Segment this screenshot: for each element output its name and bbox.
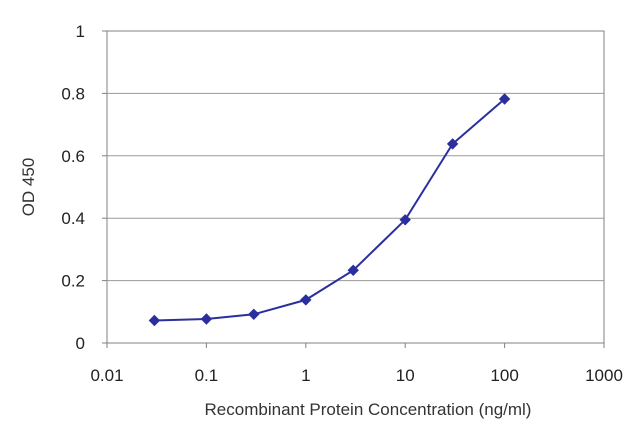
x-tick-label: 1000 bbox=[585, 366, 623, 385]
y-tick-label: 0.6 bbox=[61, 147, 85, 166]
y-tick-label: 0.8 bbox=[61, 84, 85, 103]
x-tick-label: 0.1 bbox=[195, 366, 219, 385]
data-point-marker bbox=[446, 138, 459, 150]
gridlines bbox=[107, 92, 604, 282]
plot-area bbox=[106, 30, 605, 344]
data-point-marker bbox=[148, 314, 161, 327]
data-point-marker bbox=[399, 214, 411, 226]
x-tick-label: 10 bbox=[396, 366, 415, 385]
y-axis-title: OD 450 bbox=[19, 158, 38, 217]
data-point-marker bbox=[347, 264, 359, 277]
x-axis-title: Recombinant Protein Concentration (ng/ml… bbox=[205, 400, 532, 419]
x-tick-label: 1 bbox=[301, 366, 310, 385]
series-layer bbox=[148, 93, 511, 327]
x-tick-label: 100 bbox=[490, 366, 518, 385]
data-point-marker bbox=[248, 308, 260, 321]
y-tick-label: 0 bbox=[76, 334, 85, 353]
series-line bbox=[154, 98, 506, 322]
data-point-marker bbox=[498, 93, 511, 105]
data-point-marker bbox=[200, 313, 213, 325]
y-tick-label: 0.2 bbox=[61, 272, 85, 291]
x-axis-ticks: 0.01 0.1 1 10 100 1000 bbox=[90, 343, 623, 385]
y-tick-label: 1 bbox=[76, 22, 85, 41]
y-axis-ticks: 0 0.2 0.4 0.6 0.8 1 bbox=[61, 22, 107, 353]
data-point-marker bbox=[300, 294, 312, 306]
x-tick-label: 0.01 bbox=[90, 366, 123, 385]
y-tick-label: 0.4 bbox=[61, 209, 85, 228]
